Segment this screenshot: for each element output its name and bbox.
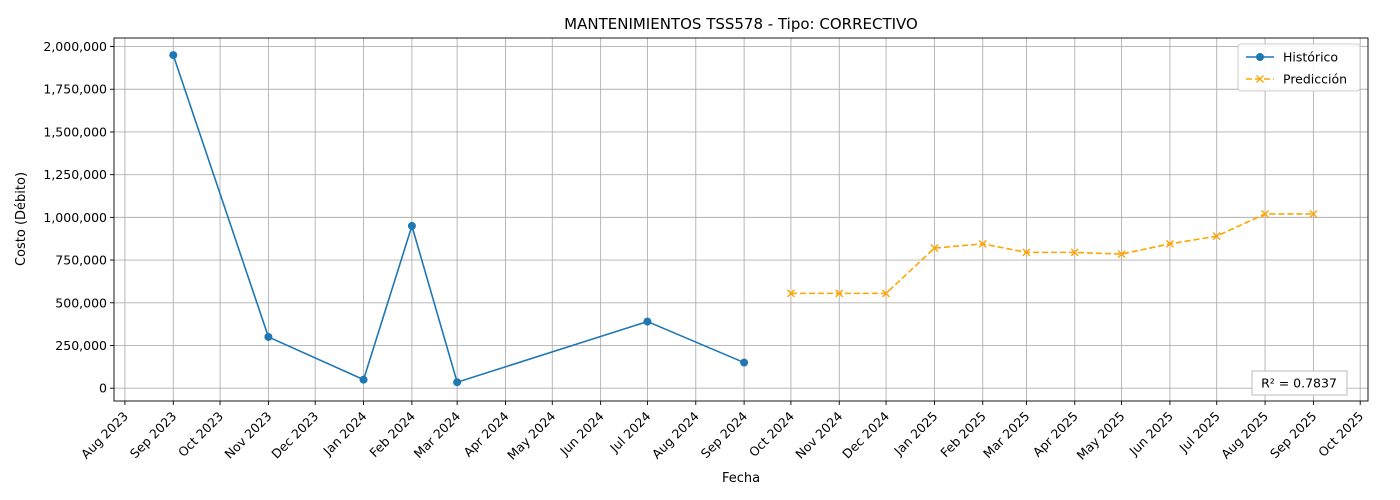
plot-series [169, 51, 1318, 387]
data-point-marker [1022, 248, 1031, 257]
y-tick-label: 1,500,000 [43, 124, 107, 139]
annotation-text: R² = 0.7837 [1261, 376, 1337, 391]
data-point-marker [978, 239, 987, 248]
series-prediccion [786, 209, 1318, 298]
legend-marker [1256, 75, 1264, 83]
data-point-marker [407, 221, 416, 230]
y-tick-label: 1,000,000 [43, 210, 107, 225]
y-tick-label: 750,000 [55, 253, 107, 268]
annotation-box [1251, 370, 1348, 396]
legend-item: Histórico [1246, 50, 1338, 65]
y-tick-label: 500,000 [55, 295, 107, 310]
data-point-marker [1117, 250, 1126, 259]
data-point-marker [740, 358, 749, 367]
series-line [790, 213, 1314, 295]
legend-label: Predicción [1283, 72, 1347, 87]
data-point-marker [643, 317, 652, 326]
data-point-marker [1309, 209, 1318, 218]
legend-label: Histórico [1283, 50, 1338, 65]
grid [114, 38, 1368, 401]
data-point-marker [1165, 239, 1174, 248]
legend: Histórico Predicción [1237, 43, 1361, 92]
data-point-marker [835, 289, 844, 298]
y-tick-label: 250,000 [55, 338, 107, 353]
y-tick-label: 1,250,000 [43, 167, 107, 182]
y-tick-label: 1,750,000 [43, 82, 107, 97]
data-point-marker [930, 244, 939, 253]
y-tick-label: 0 [99, 381, 107, 396]
data-point-marker [882, 289, 891, 298]
data-point-marker [264, 332, 273, 341]
plot-frame [113, 37, 1369, 402]
data-point-marker [786, 289, 795, 298]
data-point-marker [359, 375, 368, 384]
chart-title: MANTENIMIENTOS TSS578 - Tipo: CORRECTIVO [564, 15, 918, 33]
series-historico [169, 51, 749, 387]
y-axis-title: Costo (Débito) [14, 172, 29, 266]
data-point-marker [1212, 232, 1221, 241]
legend-item: Predicción [1246, 72, 1347, 87]
legend-marker [1256, 53, 1264, 61]
x-axis-title: Fecha [722, 471, 760, 486]
data-point-marker [169, 51, 178, 60]
data-point-marker [1261, 209, 1270, 218]
y-tick-label: 2,000,000 [43, 39, 107, 54]
r-squared-annotation: R² = 0.7837 [1251, 370, 1348, 396]
data-point-marker [1070, 248, 1079, 257]
data-point-marker [453, 378, 462, 387]
